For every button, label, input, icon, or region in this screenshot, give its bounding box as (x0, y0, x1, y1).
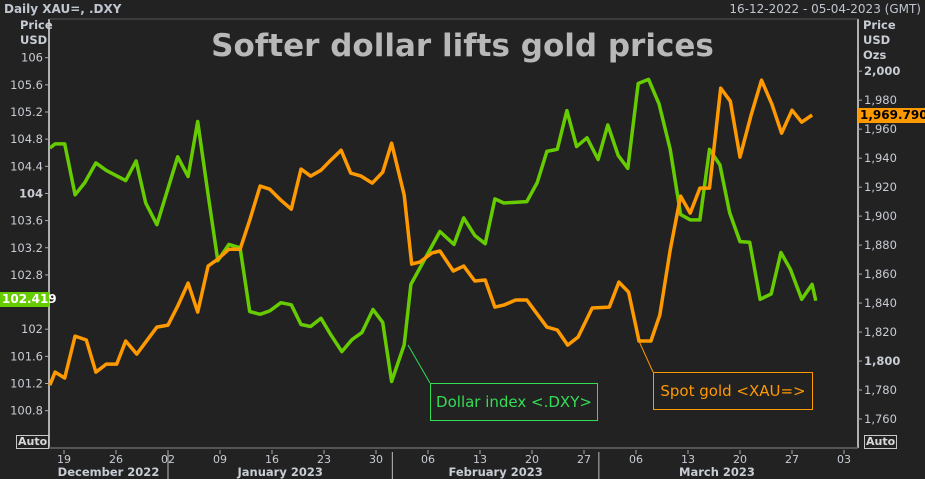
x-axis-tick-label: 09 (213, 453, 227, 466)
right-axis-tick-label: 2,000 (864, 64, 900, 78)
right-axis-tick-label: 1,880 (864, 238, 897, 252)
left-axis-tick-label: 101.6 (10, 349, 43, 363)
right-axis-tick-label: 1,780 (864, 383, 897, 397)
left-axis-tick-label: 105.2 (10, 105, 43, 119)
right-axis-tick-label: 1,820 (864, 325, 897, 339)
left-axis-tick-label: 106 (21, 51, 43, 65)
right-unit-usd: USD (863, 33, 891, 47)
gold-line (48, 78, 814, 386)
x-axis-tick-label: 06 (421, 453, 435, 466)
x-axis-tick-label: 03 (837, 453, 851, 466)
left-axis-tick-label: 104 (19, 186, 43, 200)
right-unit-ozs: Ozs (863, 48, 887, 62)
x-axis-tick-label: 13 (681, 453, 695, 466)
left-axis-tick-label: 103.6 (10, 214, 43, 228)
right-axis-tick-label: 1,860 (864, 267, 897, 281)
month-label: February 2023 (448, 465, 542, 479)
chart-header-date-range: 16-12-2022 - 05-04-2023 (GMT) (729, 2, 921, 16)
right-axis-tick-label: 1,900 (864, 209, 897, 223)
right-axis-tick-label: 1,940 (864, 151, 897, 165)
dxy-annotation-leader (407, 344, 431, 384)
left-axis-tick-label: 101.2 (10, 377, 43, 391)
left-unit-usd: USD (20, 33, 48, 47)
right-axis-tick-label: 1,800 (864, 354, 900, 368)
x-axis-tick-label: 30 (369, 453, 383, 466)
month-label: March 2023 (679, 465, 755, 479)
left-axis-tick-label: 100.8 (10, 404, 43, 418)
left-axis-unit: Price USD (20, 18, 53, 48)
right-axis-tick-label: 1,920 (864, 180, 897, 194)
month-label: January 2023 (236, 465, 322, 479)
x-axis-tick-label: 06 (629, 453, 643, 466)
gold-current-value-badge: 1,969.7900 (858, 108, 925, 123)
x-axis-tick-label: 27 (785, 453, 799, 466)
right-axis-tick-label: 1,960 (864, 122, 897, 136)
x-axis-tick-label: 20 (733, 453, 747, 466)
left-axis-tick-label: 102.8 (10, 268, 43, 282)
left-axis-tick-label: 105.6 (10, 78, 43, 92)
right-axis-tick-label: 1,760 (864, 412, 897, 426)
gold-annotation-label: Spot gold <XAU=> (653, 372, 813, 410)
month-label: December 2022 (58, 465, 160, 479)
right-unit-price: Price (863, 18, 896, 32)
left-axis-tick-label: 104.8 (10, 132, 43, 146)
right-axis-auto-button[interactable]: Auto (864, 435, 898, 449)
x-axis-tick-label: 26 (109, 453, 123, 466)
x-axis-tick-label: 19 (57, 453, 71, 466)
left-axis-tick-label: 103.2 (10, 241, 43, 255)
chart-header-instruments: Daily XAU=, .DXY (4, 2, 122, 16)
x-axis-tick-label: 27 (577, 453, 591, 466)
x-axis-tick-label: 20 (525, 453, 539, 466)
dxy-line (48, 77, 818, 384)
x-axis-tick-label: 13 (473, 453, 487, 466)
left-unit-price: Price (20, 18, 53, 32)
right-axis-tick-label: 1,840 (864, 296, 897, 310)
x-axis-tick-label: 16 (265, 453, 279, 466)
gold-annotation-leader (638, 340, 654, 373)
chart-title: Softer dollar lifts gold prices (211, 28, 714, 64)
left-axis-tick-label: 102 (21, 322, 43, 336)
left-axis-auto-button[interactable]: Auto (16, 435, 50, 449)
dxy-current-value-badge: 102.419 (0, 292, 57, 307)
right-axis-tick-label: 1,980 (864, 93, 897, 107)
dxy-annotation-label: Dollar index <.DXY> (430, 383, 598, 421)
left-axis-tick-label: 104.4 (10, 159, 43, 173)
right-axis-unit: Price USD Ozs (863, 18, 896, 63)
x-axis-tick-label: 23 (317, 453, 331, 466)
